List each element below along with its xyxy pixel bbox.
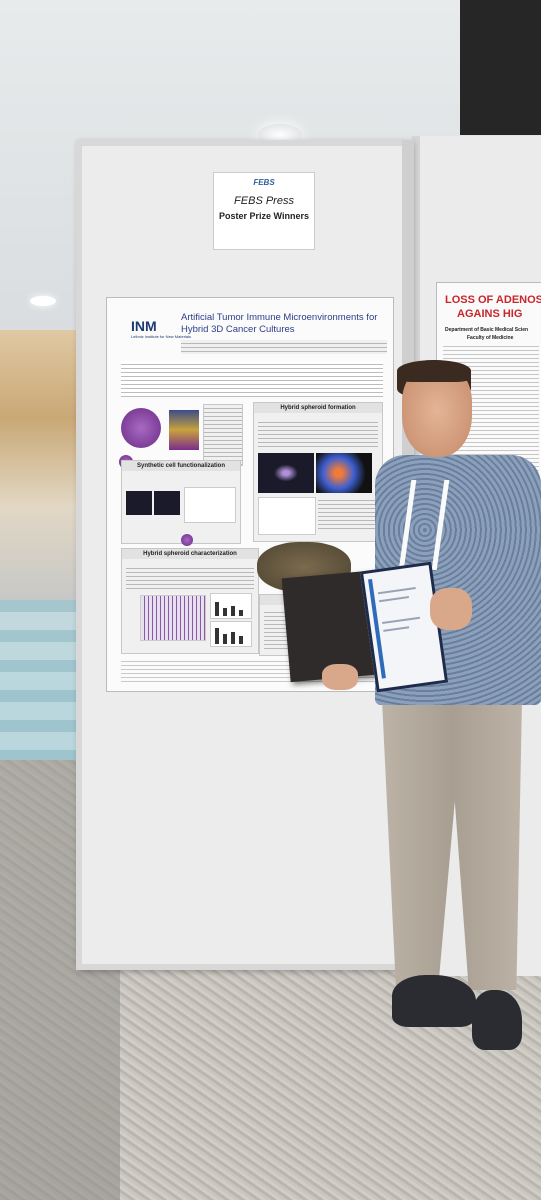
certificate-line	[382, 616, 420, 624]
person-shoe	[472, 990, 522, 1050]
certificate-line	[383, 626, 410, 632]
research-poster: INM Leibniz Institute for New Materials …	[106, 297, 394, 692]
febs-logo: FEBS	[253, 178, 275, 187]
chart-bar	[215, 628, 219, 644]
certificate-line	[377, 587, 416, 595]
neighbor-affiliation: Department of Basic Medical Scien	[445, 327, 529, 333]
section-text	[258, 419, 378, 449]
poster-authors	[181, 340, 387, 354]
section-heading: Hybrid spheroid characterization	[122, 549, 258, 559]
person-hair-top	[397, 360, 471, 382]
prize-sign: FEBS FEBS Press Poster Prize Winners	[213, 172, 315, 250]
chart-bar	[223, 634, 227, 644]
micrograph	[154, 491, 180, 515]
prize-sign-subtitle: Poster Prize Winners	[219, 211, 309, 221]
prize-sign-title: FEBS Press	[234, 195, 294, 207]
section-heading: Synthetic cell functionalization	[122, 461, 240, 471]
legend-box	[203, 404, 243, 466]
section-heading: Hybrid spheroid formation	[254, 403, 382, 413]
certificate-line	[379, 596, 410, 603]
chart-bar	[231, 632, 235, 644]
chart-bar	[239, 610, 243, 616]
heatmap	[140, 595, 206, 641]
chart-bar	[231, 606, 235, 616]
glass-railing	[0, 600, 88, 770]
section-hybrid-formation: Hybrid spheroid formation	[253, 402, 383, 542]
micrograph	[258, 453, 314, 493]
chart-bar	[215, 602, 219, 616]
person-hand	[430, 588, 472, 630]
section-text	[126, 565, 254, 591]
neighbor-title-line2: AGAINS HIG	[457, 308, 523, 320]
ceiling-lamp	[30, 296, 56, 306]
neighbor-title-line1: LOSS OF ADENOS	[445, 294, 541, 306]
fluorescence-image	[316, 453, 372, 493]
figure-caption	[318, 497, 376, 531]
chart-bar	[239, 636, 243, 644]
person-hand	[322, 664, 358, 690]
poster-abstract	[121, 361, 383, 397]
person-shoe	[392, 975, 476, 1027]
poster-title: Artificial Tumor Immune Microenvironment…	[181, 312, 378, 335]
section-synthetic-cell: Synthetic cell functionalization	[121, 460, 241, 544]
dark-panel	[460, 0, 541, 135]
chart-bar	[223, 608, 227, 616]
dot-plot	[258, 497, 316, 535]
micrograph	[126, 491, 152, 515]
small-virus-illustration	[181, 534, 193, 546]
membrane-diagram	[169, 410, 199, 450]
bar-chart	[210, 593, 252, 619]
inm-logo-subtitle: Leibniz Institute for New Materials	[131, 334, 192, 339]
neighbor-poster-title: LOSS OF ADENOS AGAINS HIG	[445, 293, 541, 321]
uptake-curve	[184, 487, 236, 523]
section-hybrid-characterization: Hybrid spheroid characterization	[121, 548, 259, 654]
bar-chart	[210, 621, 252, 647]
virus-illustration	[121, 408, 161, 448]
inm-logo: INM	[131, 318, 157, 334]
neighbor-affiliation-2: Faculty of Medicine	[467, 335, 514, 341]
